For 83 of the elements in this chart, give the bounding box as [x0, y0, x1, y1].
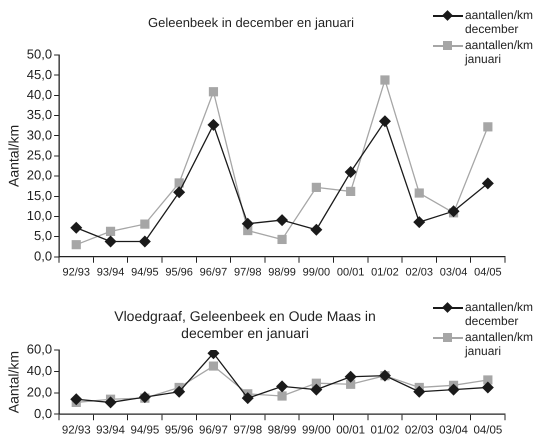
point	[207, 118, 220, 131]
point	[482, 177, 494, 190]
point	[208, 361, 218, 371]
x-tick-label: 96/97	[200, 266, 228, 278]
point	[173, 386, 186, 398]
y-tick-label: 40,0	[26, 86, 52, 102]
y-tick-label: 10,0	[26, 208, 52, 224]
point	[483, 122, 492, 132]
y-tick-label: 60,0	[26, 342, 52, 357]
x-tick-label: 04/05	[473, 424, 502, 436]
x-tick-label: 02/03	[404, 424, 434, 436]
point	[276, 380, 288, 392]
x-tick-label: 98/99	[268, 424, 296, 436]
x-tick-label: 03/04	[439, 424, 469, 436]
y-tick-label: 20,0	[26, 168, 52, 183]
point	[242, 218, 254, 230]
point	[70, 393, 82, 406]
y-tick-label: 30,0	[26, 127, 52, 142]
x-tick-label: 95/96	[164, 424, 194, 436]
y-axis-title: Aantal/km	[5, 124, 22, 188]
y-tick-label: 45,0	[26, 66, 52, 82]
x-tick-label: 01/02	[370, 424, 400, 436]
x-tick-label: 94/95	[131, 266, 159, 278]
point	[482, 381, 494, 394]
point	[414, 188, 424, 198]
point	[70, 222, 82, 234]
point	[448, 384, 460, 396]
point	[312, 182, 321, 192]
y-tick-label: 40,0	[26, 362, 52, 378]
point	[208, 87, 218, 96]
x-tick-label: 00/01	[336, 266, 364, 278]
point	[277, 391, 287, 401]
point	[106, 226, 116, 236]
x-tick-label: 94/95	[130, 424, 160, 436]
y-axis-title: Aantal/km	[5, 350, 22, 414]
point	[448, 205, 460, 218]
point	[242, 392, 254, 404]
x-tick-label: 96/97	[199, 424, 228, 436]
point	[310, 224, 322, 236]
x-tick-label: 97/98	[234, 266, 262, 278]
y-tick-label: 0,0	[34, 248, 52, 264]
point	[72, 240, 81, 250]
point	[344, 166, 357, 178]
x-tick-label: 99/00	[302, 266, 330, 278]
legend-label: aantallen/km januari	[465, 330, 534, 358]
y-tick-label: 5,0	[34, 228, 52, 244]
point	[104, 396, 117, 408]
point	[344, 370, 357, 383]
point	[346, 186, 356, 196]
x-tick-label: 99/00	[302, 424, 331, 436]
point	[276, 214, 288, 226]
x-tick-label: 97/98	[233, 424, 262, 436]
x-tick-label: 01/02	[371, 266, 399, 278]
x-tick-label: 95/96	[165, 266, 193, 278]
point	[138, 391, 151, 404]
x-tick-label: 03/04	[440, 266, 468, 278]
chart-title: Vloedgraaf, Geleenbeek en Oude Maas in december en januari	[113, 308, 377, 342]
point	[413, 386, 426, 398]
x-tick-label: 92/93	[62, 424, 91, 436]
point	[173, 186, 186, 198]
y-tick-label: 20,0	[26, 384, 52, 400]
x-tick-label: 93/94	[96, 424, 126, 436]
point	[104, 235, 117, 248]
legend-label: aantallen/km januari	[465, 38, 534, 66]
x-tick-label: 02/03	[405, 266, 434, 278]
point	[138, 235, 151, 248]
chart-title: Geleenbeek in december en januari	[148, 14, 355, 31]
x-tick-label: 00/01	[336, 424, 366, 436]
y-tick-label: 25,0	[26, 147, 52, 162]
point	[140, 220, 150, 229]
x-tick-label: 04/05	[474, 266, 502, 278]
y-tick-label: 50,0	[26, 46, 52, 62]
x-tick-label: 92/93	[62, 266, 90, 278]
y-tick-label: 0,0	[34, 406, 52, 421]
point	[310, 384, 322, 396]
point	[413, 216, 426, 228]
point	[277, 234, 287, 244]
x-tick-label: 98/99	[268, 266, 296, 278]
point	[380, 75, 390, 85]
y-tick-label: 15,0	[26, 188, 52, 203]
point	[378, 115, 391, 128]
y-tick-label: 35,0	[26, 107, 52, 122]
x-tick-label: 93/94	[96, 266, 124, 278]
